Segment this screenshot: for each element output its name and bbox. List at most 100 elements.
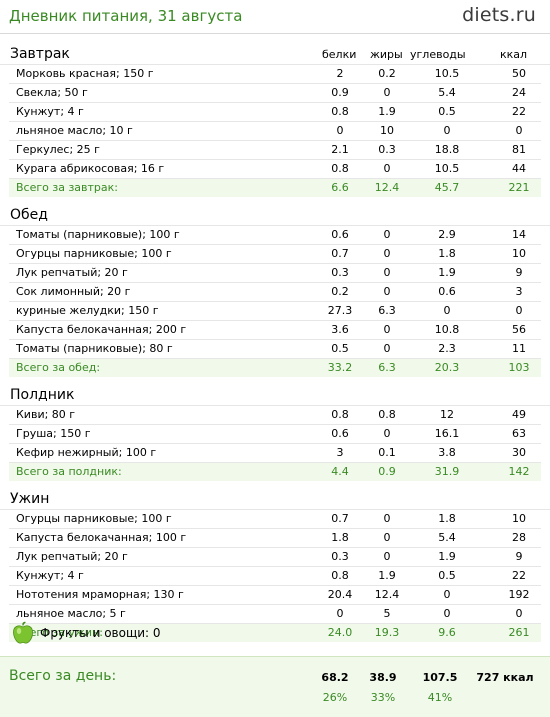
food-name: Огурцы парниковые; 100 г (16, 247, 172, 260)
food-row[interactable]: льняное масло; 10 г 0 10 0 0 (9, 122, 541, 141)
column-header-fat: жиры (370, 48, 403, 61)
value-kcal: 221 (508, 181, 530, 194)
fruit-veg-label: Фрукты и овощи: 0 (40, 626, 161, 640)
day-protein-percent: 26% (322, 691, 348, 704)
value-fat: 0 (383, 427, 391, 440)
food-row[interactable]: Кефир нежирный; 100 г 3 0.1 3.8 30 (9, 444, 541, 463)
value-carbs: 18.8 (434, 143, 460, 156)
value-carbs: 1.9 (438, 550, 456, 563)
food-row[interactable]: куриные желудки; 150 г 27.3 6.3 0 0 (9, 302, 541, 321)
value-protein: 0.8 (331, 569, 349, 582)
value-kcal: 9 (515, 266, 523, 279)
food-row[interactable]: Томаты (парниковые); 100 г 0.6 0 2.9 14 (9, 226, 541, 245)
food-name: Кунжут; 4 г (16, 569, 84, 582)
value-protein: 0 (336, 607, 344, 620)
food-row[interactable]: Геркулес; 25 г 2.1 0.3 18.8 81 (9, 141, 541, 160)
value-fat: 0.3 (378, 143, 396, 156)
value-carbs: 0.5 (438, 105, 456, 118)
value-carbs: 31.9 (434, 465, 460, 478)
food-name: льняное масло; 10 г (16, 124, 133, 137)
value-kcal: 28 (512, 531, 526, 544)
value-fat: 12.4 (374, 588, 400, 601)
value-protein: 0.8 (331, 162, 349, 175)
day-total-panel: Всего за день: 68.2 38.9 107.5 727 ккал … (0, 656, 550, 717)
value-fat: 0 (383, 512, 391, 525)
meal-total-label: Всего за ужин: (16, 626, 103, 639)
value-carbs: 5.4 (438, 86, 456, 99)
column-header-protein: белки (322, 48, 357, 61)
food-name: Геркулес; 25 г (16, 143, 100, 156)
food-row[interactable]: Огурцы парниковые; 100 г 0.7 0 1.8 10 (9, 510, 541, 529)
food-name: Кунжут; 4 г (16, 105, 84, 118)
value-protein: 4.4 (331, 465, 349, 478)
meal-total-row: Всего за ужин: 24.0 19.3 9.6 261 (9, 624, 541, 642)
food-row[interactable]: Груша; 150 г 0.6 0 16.1 63 (9, 425, 541, 444)
food-row[interactable]: Лук репчатый; 20 г 0.3 0 1.9 9 (9, 264, 541, 283)
food-row[interactable]: Томаты (парниковые); 80 г 0.5 0 2.3 11 (9, 340, 541, 359)
food-row[interactable]: Капуста белокачанная; 200 г 3.6 0 10.8 56 (9, 321, 541, 340)
value-carbs: 5.4 (438, 531, 456, 544)
value-fat: 0 (383, 162, 391, 175)
meal-section: Завтрак белки жиры углеводы ккал Морковь крас… (0, 45, 550, 197)
value-protein: 33.2 (327, 361, 353, 374)
value-protein: 0.9 (331, 86, 349, 99)
food-name: Огурцы парниковые; 100 г (16, 512, 172, 525)
food-row[interactable]: Капуста белокачанная; 100 г 1.8 0 5.4 28 (9, 529, 541, 548)
day-protein: 68.2 (321, 671, 349, 684)
day-carbs-percent: 41% (427, 691, 453, 704)
food-name: Лук репчатый; 20 г (16, 550, 128, 563)
food-name: Томаты (парниковые); 80 г (16, 342, 173, 355)
food-row[interactable]: Кунжут; 4 г 0.8 1.9 0.5 22 (9, 103, 541, 122)
value-protein: 6.6 (331, 181, 349, 194)
value-kcal: 44 (512, 162, 526, 175)
food-row[interactable]: Нототения мраморная; 130 г 20.4 12.4 0 192 (9, 586, 541, 605)
food-row[interactable]: Курага абрикосовая; 16 г 0.8 0 10.5 44 (9, 160, 541, 179)
value-carbs: 0 (443, 588, 451, 601)
meal-section: Ужин Огурцы парниковые; 100 г 0.7 0 1.8 10 Кап… (0, 490, 550, 642)
value-protein: 2 (336, 67, 344, 80)
value-carbs: 0 (443, 304, 451, 317)
meal-rows: Киви; 80 г 0.8 0.8 12 49 Груша; 150 г 0.6 0 16.1… (0, 405, 550, 481)
meal-title: Завтрак (10, 46, 70, 62)
value-kcal: 81 (512, 143, 526, 156)
food-row[interactable]: льняное масло; 5 г 0 5 0 0 (9, 605, 541, 624)
meal-total-row: Всего за полдник: 4.4 0.9 31.9 142 (9, 463, 541, 481)
value-fat: 1.9 (378, 105, 396, 118)
food-name: льняное масло; 5 г (16, 607, 126, 620)
food-row[interactable]: Огурцы парниковые; 100 г 0.7 0 1.8 10 (9, 245, 541, 264)
value-carbs: 2.9 (438, 228, 456, 241)
meal-total-label: Всего за обед: (16, 361, 101, 374)
food-row[interactable]: Свекла; 50 г 0.9 0 5.4 24 (9, 84, 541, 103)
value-fat: 0 (383, 247, 391, 260)
value-protein: 0.2 (331, 285, 349, 298)
value-fat: 0.1 (378, 446, 396, 459)
value-protein: 3.6 (331, 323, 349, 336)
food-row[interactable]: Сок лимонный; 20 г 0.2 0 0.6 3 (9, 283, 541, 302)
food-row[interactable]: Морковь красная; 150 г 2 0.2 10.5 50 (9, 65, 541, 84)
food-name: Капуста белокачанная; 100 г (16, 531, 187, 544)
value-kcal: 261 (508, 626, 530, 639)
value-kcal: 0 (515, 607, 523, 620)
value-fat: 6.3 (378, 361, 396, 374)
value-protein: 0.3 (331, 550, 349, 563)
meal-total-row: Всего за завтрак: 6.6 12.4 45.7 221 (9, 179, 541, 197)
food-name: Свекла; 50 г (16, 86, 88, 99)
value-kcal: 10 (512, 247, 526, 260)
value-fat: 0.2 (378, 67, 396, 80)
value-kcal: 11 (512, 342, 526, 355)
value-carbs: 45.7 (434, 181, 460, 194)
food-row[interactable]: Лук репчатый; 20 г 0.3 0 1.9 9 (9, 548, 541, 567)
food-name: Капуста белокачанная; 200 г (16, 323, 187, 336)
value-protein: 24.0 (327, 626, 353, 639)
logo-name: diets (462, 4, 510, 26)
value-kcal: 103 (508, 361, 530, 374)
food-row[interactable]: Киви; 80 г 0.8 0.8 12 49 (9, 406, 541, 425)
food-row[interactable]: Кунжут; 4 г 0.8 1.9 0.5 22 (9, 567, 541, 586)
value-fat: 0 (383, 228, 391, 241)
meal-rows: Огурцы парниковые; 100 г 0.7 0 1.8 10 Капуста… (0, 509, 550, 642)
value-protein: 0.8 (331, 105, 349, 118)
value-fat: 12.4 (374, 181, 400, 194)
value-kcal: 3 (515, 285, 523, 298)
value-fat: 6.3 (378, 304, 396, 317)
site-logo[interactable]: diets.ru (462, 4, 536, 26)
